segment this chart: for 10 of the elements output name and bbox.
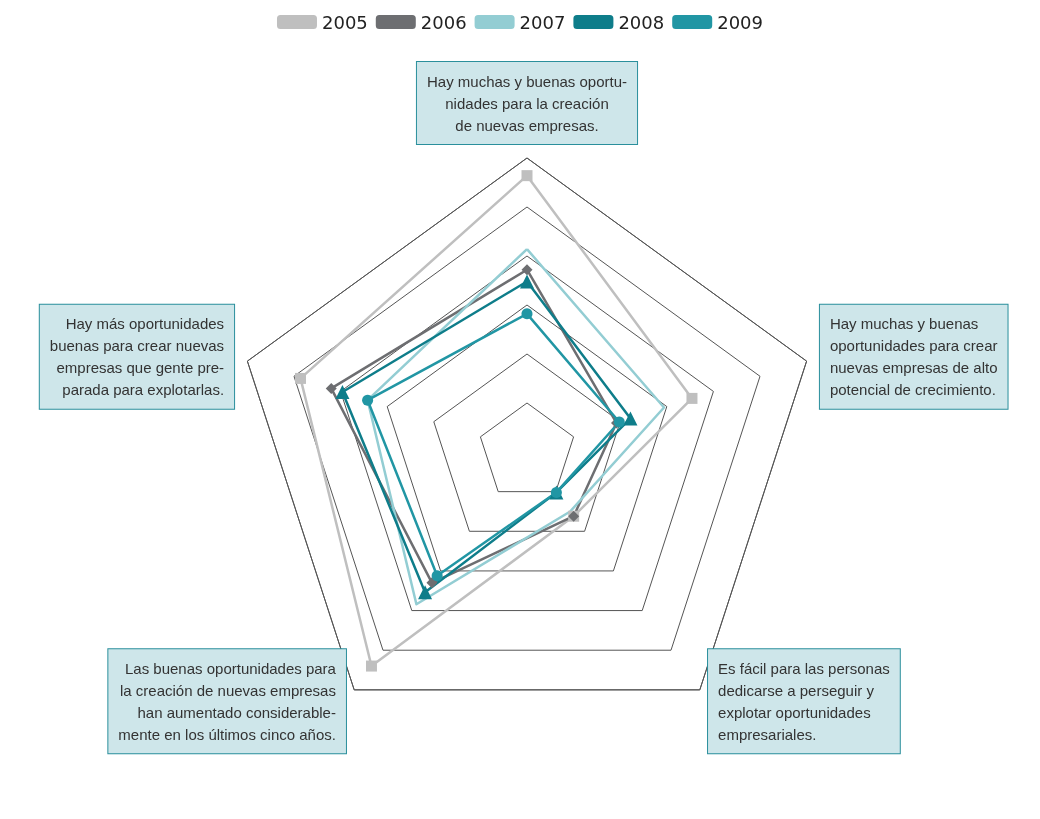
spoke-label: Es fácil para las personas dedicarse a perseguir y explotar oportunidades empresariales. bbox=[718, 659, 890, 743]
legend-label: 2008 bbox=[618, 11, 665, 33]
legend-label: 2005 bbox=[321, 11, 368, 33]
legend-label: 2006 bbox=[420, 11, 467, 33]
legend-label: 2009 bbox=[717, 11, 764, 33]
spoke-label: Hay más oportunidades buenas para crear nuevas empresas que gente pre- parada para explotarlas. bbox=[49, 315, 225, 399]
spoke-label: Las buenas oportunidades para la creación de nuevas empresas han aumentado considerable- mente en los últimos cinco años. bbox=[118, 659, 337, 743]
spoke-label: Hay muchas y buenas oportunidades para crear nuevas empresas de alto potencial de crecimiento. bbox=[829, 315, 998, 399]
spoke-label: Hay muchas y buenas oportu- nidades para la creación de nuevas empresas. bbox=[426, 72, 628, 134]
legend-label: 2007 bbox=[519, 11, 566, 33]
